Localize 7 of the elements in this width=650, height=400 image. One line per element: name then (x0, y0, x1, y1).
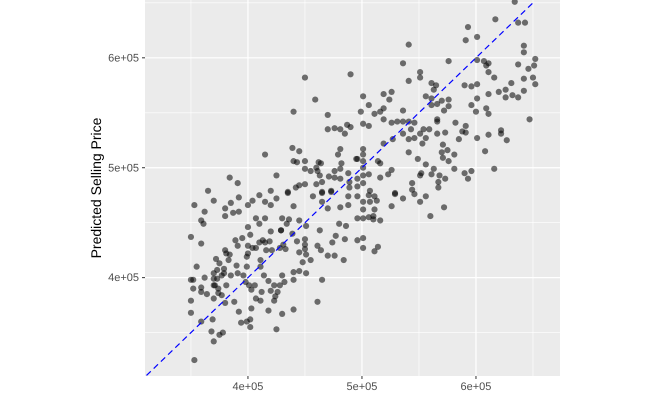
y-tick-label: 5e+05 (108, 162, 139, 174)
y-tick-label: 4e+05 (108, 272, 139, 284)
y-axis-title: Predicted Selling Price (88, 117, 104, 258)
x-tick-label: 4e+05 (232, 380, 264, 393)
x-tick-label: 6e+05 (460, 380, 492, 393)
y-tick-label: 6e+05 (108, 52, 139, 64)
x-tick-label: 5e+05 (346, 380, 378, 393)
